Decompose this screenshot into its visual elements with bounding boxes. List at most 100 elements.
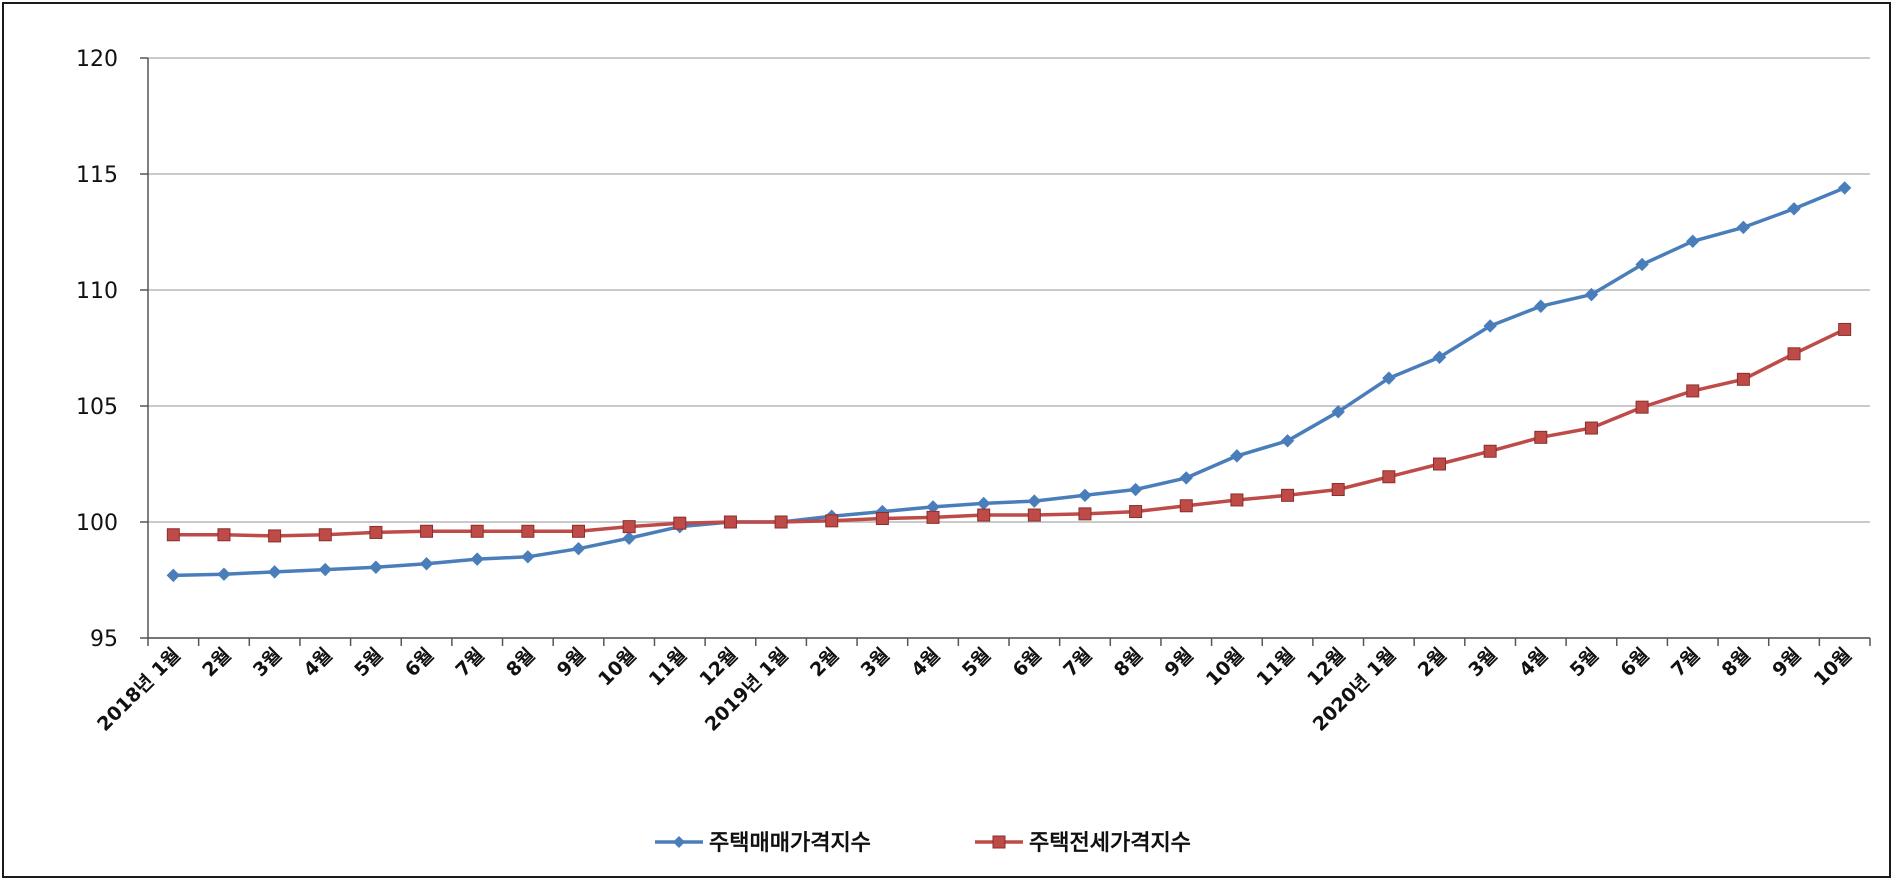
x-tick-label: 2월 bbox=[1414, 644, 1451, 681]
series-1-point bbox=[1432, 350, 1447, 364]
y-tick-label: 105 bbox=[76, 395, 118, 420]
series-2-point bbox=[1584, 421, 1598, 435]
series-2-point bbox=[1483, 444, 1497, 458]
x-tick-label: 9월 bbox=[553, 644, 590, 681]
series-2-point bbox=[268, 529, 282, 543]
series-1-point bbox=[419, 557, 434, 571]
series-1-point bbox=[369, 560, 383, 574]
series-1-point bbox=[1483, 319, 1497, 333]
legend-label-2: 주택전세가격지수 bbox=[1029, 831, 1191, 856]
y-tick-label: 115 bbox=[76, 163, 118, 188]
x-tick-label: 8월 bbox=[502, 644, 539, 681]
series-1-point bbox=[1837, 181, 1852, 195]
series-2-point bbox=[1179, 499, 1193, 513]
x-tick-label: 3월 bbox=[249, 644, 286, 681]
series-2-point bbox=[622, 520, 636, 534]
series-2-point bbox=[1635, 400, 1649, 414]
series-1-point bbox=[1686, 234, 1700, 248]
x-tick-label: 6월 bbox=[1009, 644, 1046, 681]
series-2-point bbox=[1129, 505, 1143, 519]
series-2-point bbox=[774, 515, 788, 529]
series-2-point bbox=[1534, 430, 1548, 444]
series-1-point bbox=[1128, 482, 1143, 497]
x-tick-label: 11월 bbox=[1252, 644, 1299, 691]
x-tick-label: 10월 bbox=[1810, 644, 1857, 691]
y-tick-label: 95 bbox=[90, 627, 118, 652]
x-tick-label: 6월 bbox=[1616, 644, 1653, 681]
gridlines bbox=[148, 57, 1870, 639]
x-tick-label: 7월 bbox=[1059, 644, 1096, 681]
x-tick-label: 4월 bbox=[300, 644, 337, 681]
x-tick-label: 2월 bbox=[806, 644, 843, 681]
series-1-point bbox=[1635, 257, 1649, 272]
series-2-point bbox=[875, 512, 889, 526]
x-tick-label: 9월 bbox=[1768, 644, 1805, 681]
series-2-point bbox=[572, 524, 585, 538]
series-1-point bbox=[1331, 405, 1345, 419]
legend-marker-square bbox=[992, 835, 1006, 849]
series-2-point bbox=[1433, 457, 1446, 471]
series-2-point bbox=[369, 525, 383, 539]
x-tick-label: 2월 bbox=[198, 644, 235, 681]
series-1-point bbox=[1584, 287, 1599, 302]
legend-marker-diamond bbox=[673, 836, 685, 848]
series-2-point bbox=[825, 514, 839, 528]
series-1-point bbox=[1027, 494, 1042, 508]
series-2-point bbox=[1078, 507, 1092, 521]
axes bbox=[140, 57, 1871, 646]
series-1-point bbox=[166, 568, 181, 583]
x-tick-label: 5월 bbox=[958, 644, 995, 681]
series-2-point bbox=[217, 528, 231, 542]
series-1-point bbox=[318, 562, 332, 577]
y-axis-tick-labels: 95 100 105 110 115 120 bbox=[76, 47, 118, 652]
x-tick-label: 7월 bbox=[1667, 644, 1704, 681]
series-2-point bbox=[470, 524, 484, 538]
series-line-1 bbox=[173, 186, 1846, 578]
series-2-point bbox=[1281, 488, 1295, 502]
series-2-point bbox=[977, 508, 991, 522]
series-1-point bbox=[1078, 488, 1092, 503]
y-tick-label: 120 bbox=[76, 47, 118, 72]
x-tick-label: 4월 bbox=[1515, 644, 1552, 681]
x-tick-label: 7월 bbox=[451, 644, 488, 681]
x-tick-label: 11월 bbox=[645, 644, 692, 691]
series-2-point bbox=[1787, 347, 1801, 361]
series-2-point bbox=[723, 515, 737, 529]
series-1-point bbox=[1179, 471, 1193, 485]
series-2-point bbox=[1382, 470, 1396, 484]
x-tick-label: 8월 bbox=[1110, 644, 1147, 681]
series-2-point bbox=[521, 524, 535, 538]
x-tick-label: 3월 bbox=[857, 644, 894, 681]
series-1-point bbox=[217, 567, 231, 581]
series-1-point bbox=[571, 541, 586, 556]
x-tick-label: 9월 bbox=[1161, 644, 1198, 681]
series-1-point bbox=[1382, 371, 1396, 385]
series-2-point bbox=[1230, 493, 1244, 507]
series-2-point bbox=[1027, 508, 1041, 522]
x-tick-label: 8월 bbox=[1718, 644, 1755, 681]
y-tick-label: 110 bbox=[76, 279, 118, 304]
series-1-point bbox=[1736, 220, 1751, 235]
x-tick-label: 3월 bbox=[1464, 644, 1501, 681]
series-line-2 bbox=[173, 327, 1846, 538]
series-1-point bbox=[1280, 434, 1295, 448]
x-tick-label: 12월 bbox=[1303, 644, 1350, 691]
series-2-point bbox=[318, 528, 332, 542]
series-2-point bbox=[1331, 483, 1345, 497]
x-tick-label: 4월 bbox=[907, 644, 944, 681]
series-2-point bbox=[420, 524, 434, 538]
series-2-point bbox=[1686, 384, 1700, 398]
series-1-point bbox=[1787, 202, 1801, 216]
series-1-point bbox=[267, 565, 282, 579]
series-1-point bbox=[976, 496, 991, 511]
x-tick-label: 5월 bbox=[1566, 644, 1603, 681]
series-layer bbox=[166, 181, 1852, 583]
x-tick-label: 6월 bbox=[401, 644, 438, 681]
x-tick-label: 2018년 1월 bbox=[93, 644, 185, 736]
series-1-point bbox=[1230, 449, 1244, 463]
x-tick-label: 10월 bbox=[594, 644, 641, 691]
series-2-point bbox=[1736, 372, 1750, 386]
series-2-point bbox=[673, 516, 687, 530]
y-tick-label: 100 bbox=[76, 511, 118, 536]
